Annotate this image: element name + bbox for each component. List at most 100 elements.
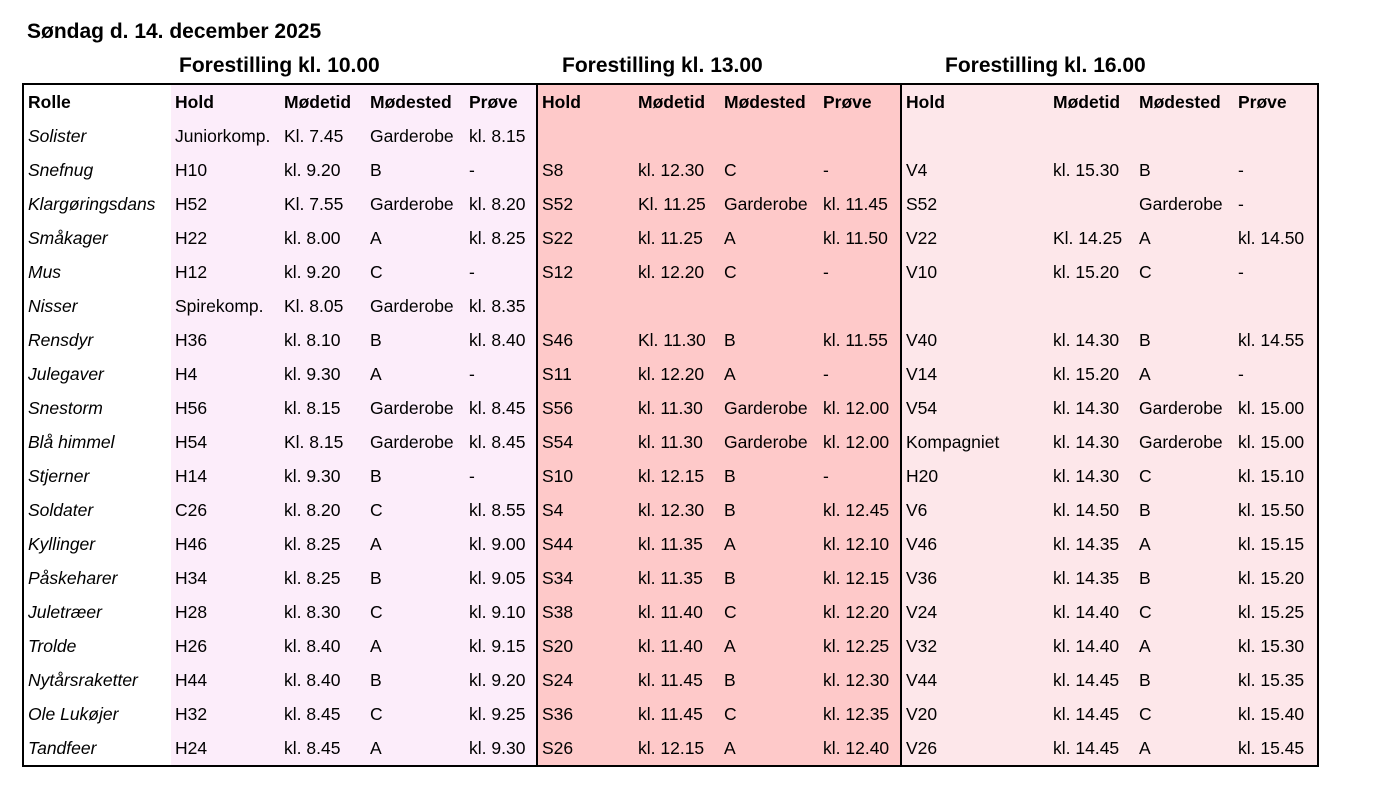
time-cell: kl. 9.30 bbox=[280, 459, 366, 493]
role-cell: Trolde bbox=[28, 635, 77, 656]
role-cell: Mus bbox=[28, 261, 62, 282]
performance-heading-16: Forestilling kl. 16.00 bbox=[945, 54, 1146, 77]
place-cell bbox=[1135, 289, 1234, 323]
time-cell: kl. 14.30 bbox=[1049, 459, 1135, 493]
hold-cell: Kompagniet bbox=[900, 425, 1049, 459]
place-cell: B bbox=[366, 663, 465, 697]
test-cell: kl. 8.20 bbox=[465, 187, 537, 221]
test-cell: kl. 12.10 bbox=[819, 527, 901, 561]
hold-cell: V46 bbox=[900, 527, 1049, 561]
place-cell: A bbox=[1135, 357, 1234, 391]
role-cell: Ole Lukøjer bbox=[28, 703, 119, 724]
time-cell: kl. 11.30 bbox=[634, 391, 720, 425]
place-cell: B bbox=[1135, 663, 1234, 697]
test-cell: kl. 12.00 bbox=[819, 391, 901, 425]
place-cell: B bbox=[366, 323, 465, 357]
hold-cell: H54 bbox=[171, 425, 280, 459]
test-cell: kl. 12.00 bbox=[819, 425, 901, 459]
place-cell: Garderobe bbox=[720, 425, 819, 459]
column-header-role: Rolle bbox=[28, 91, 71, 112]
time-cell: kl. 15.30 bbox=[1049, 153, 1135, 187]
hold-cell: V14 bbox=[900, 357, 1049, 391]
time-cell: kl. 11.30 bbox=[634, 425, 720, 459]
place-cell bbox=[720, 119, 819, 153]
time-cell: kl. 11.45 bbox=[634, 697, 720, 731]
place-cell: Garderobe bbox=[1135, 425, 1234, 459]
place-cell: A bbox=[720, 357, 819, 391]
hold-cell bbox=[900, 119, 1049, 153]
role-cell: Klargøringsdans bbox=[28, 193, 156, 214]
test-cell: - bbox=[1234, 255, 1318, 289]
hold-cell: S11 bbox=[536, 357, 634, 391]
hold-cell: S46 bbox=[536, 323, 634, 357]
time-cell bbox=[1049, 187, 1135, 221]
place-cell: C bbox=[720, 595, 819, 629]
time-cell: kl. 14.30 bbox=[1049, 391, 1135, 425]
table-row: Snefnug H10 kl. 9.20 B - S8 kl. 12.30 C - V4 kl. 1… bbox=[23, 153, 1318, 187]
hold-cell: H26 bbox=[171, 629, 280, 663]
time-cell: kl. 15.20 bbox=[1049, 255, 1135, 289]
place-cell bbox=[1135, 119, 1234, 153]
test-cell: kl. 12.25 bbox=[819, 629, 901, 663]
test-cell: kl. 11.55 bbox=[819, 323, 901, 357]
time-cell: kl. 11.35 bbox=[634, 527, 720, 561]
column-header-test: Prøve bbox=[465, 84, 537, 119]
hold-cell: S44 bbox=[536, 527, 634, 561]
place-cell: Garderobe bbox=[366, 425, 465, 459]
place-cell: C bbox=[720, 153, 819, 187]
time-cell bbox=[1049, 289, 1135, 323]
time-cell: Kl. 11.25 bbox=[634, 187, 720, 221]
hold-cell: H32 bbox=[171, 697, 280, 731]
place-cell: C bbox=[720, 255, 819, 289]
test-cell: kl. 8.55 bbox=[465, 493, 537, 527]
hold-cell: H56 bbox=[171, 391, 280, 425]
test-cell: kl. 12.30 bbox=[819, 663, 901, 697]
time-cell: kl. 8.25 bbox=[280, 561, 366, 595]
time-cell: kl. 8.40 bbox=[280, 629, 366, 663]
table-row: Julegaver H4 kl. 9.30 A - S11 kl. 12.20 A - V14 kl… bbox=[23, 357, 1318, 391]
hold-cell: H22 bbox=[171, 221, 280, 255]
role-cell: Julegaver bbox=[28, 363, 104, 384]
time-cell: kl. 9.20 bbox=[280, 255, 366, 289]
hold-cell: H10 bbox=[171, 153, 280, 187]
place-cell: C bbox=[366, 493, 465, 527]
role-cell: Småkager bbox=[28, 227, 108, 248]
place-cell: Garderobe bbox=[1135, 391, 1234, 425]
place-cell: Garderobe bbox=[366, 187, 465, 221]
test-cell: - bbox=[465, 459, 537, 493]
time-cell: kl. 14.45 bbox=[1049, 663, 1135, 697]
hold-cell: H44 bbox=[171, 663, 280, 697]
time-cell: Kl. 7.55 bbox=[280, 187, 366, 221]
time-cell: kl. 14.50 bbox=[1049, 493, 1135, 527]
hold-cell: S22 bbox=[536, 221, 634, 255]
time-cell: kl. 11.25 bbox=[634, 221, 720, 255]
table-row: Klargøringsdans H52 Kl. 7.55 Garderobe kl. 8… bbox=[23, 187, 1318, 221]
column-header-time: Mødetid bbox=[280, 84, 366, 119]
test-cell: kl. 9.25 bbox=[465, 697, 537, 731]
test-cell: kl. 9.00 bbox=[465, 527, 537, 561]
hold-cell: S10 bbox=[536, 459, 634, 493]
time-cell: kl. 11.40 bbox=[634, 629, 720, 663]
column-header-place: Mødested bbox=[1135, 84, 1234, 119]
test-cell: kl. 8.35 bbox=[465, 289, 537, 323]
hold-cell: V20 bbox=[900, 697, 1049, 731]
place-cell: C bbox=[1135, 697, 1234, 731]
time-cell: kl. 12.15 bbox=[634, 731, 720, 766]
table-row: Nisser Spirekomp. Kl. 8.05 Garderobe kl. 8.3… bbox=[23, 289, 1318, 323]
column-header-hold: Hold bbox=[536, 84, 634, 119]
place-cell: Garderobe bbox=[720, 391, 819, 425]
place-cell: B bbox=[720, 663, 819, 697]
hold-cell: S52 bbox=[900, 187, 1049, 221]
time-cell: kl. 12.15 bbox=[634, 459, 720, 493]
role-cell: Soldater bbox=[28, 499, 94, 520]
time-cell: Kl. 7.45 bbox=[280, 119, 366, 153]
place-cell: Garderobe bbox=[366, 289, 465, 323]
time-cell: kl. 14.40 bbox=[1049, 629, 1135, 663]
place-cell: B bbox=[720, 561, 819, 595]
hold-cell: V40 bbox=[900, 323, 1049, 357]
